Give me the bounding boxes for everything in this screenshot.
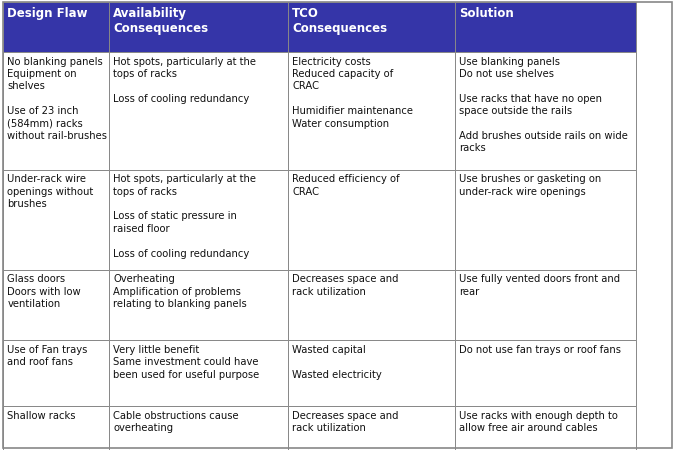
Bar	[3, 406, 109, 450]
Text: Use brushes or gasketing on
under-rack wire openings: Use brushes or gasketing on under-rack w…	[459, 174, 601, 197]
Text: Use fully vented doors front and
rear: Use fully vented doors front and rear	[459, 274, 620, 297]
Text: Cable obstructions cause
overheating: Cable obstructions cause overheating	[113, 411, 239, 433]
Bar	[288, 340, 455, 406]
Bar	[109, 406, 288, 450]
Bar	[109, 52, 288, 170]
Bar	[3, 270, 109, 340]
Text: Decreases space and
rack utilization: Decreases space and rack utilization	[292, 411, 399, 433]
Bar	[455, 340, 636, 406]
Bar	[455, 2, 636, 52]
Text: Under-rack wire
openings without
brushes: Under-rack wire openings without brushes	[7, 174, 94, 209]
Text: Availability
Consequences: Availability Consequences	[113, 7, 208, 35]
Text: Use of Fan trays
and roof fans: Use of Fan trays and roof fans	[7, 345, 88, 367]
Bar	[288, 52, 455, 170]
Text: Hot spots, particularly at the
tops of racks

Loss of static pressure in
raised : Hot spots, particularly at the tops of r…	[113, 174, 256, 259]
Bar	[109, 2, 288, 52]
Bar	[455, 406, 636, 450]
Text: Use blanking panels
Do not use shelves

Use racks that have no open
space outsid: Use blanking panels Do not use shelves U…	[459, 57, 628, 153]
Bar	[455, 52, 636, 170]
Text: Overheating
Amplification of problems
relating to blanking panels: Overheating Amplification of problems re…	[113, 274, 247, 309]
Text: Shallow racks: Shallow racks	[7, 411, 76, 421]
Text: No blanking panels
Equipment on
shelves

Use of 23 inch
(584mm) racks
without ra: No blanking panels Equipment on shelves …	[7, 57, 107, 141]
Bar	[455, 170, 636, 270]
Text: Use racks with enough depth to
allow free air around cables: Use racks with enough depth to allow fre…	[459, 411, 618, 433]
Text: Hot spots, particularly at the
tops of racks

Loss of cooling redundancy: Hot spots, particularly at the tops of r…	[113, 57, 256, 104]
Bar	[109, 170, 288, 270]
Bar	[109, 270, 288, 340]
Text: Do not use fan trays or roof fans: Do not use fan trays or roof fans	[459, 345, 621, 355]
Bar	[288, 270, 455, 340]
Bar	[288, 406, 455, 450]
Text: Wasted capital

Wasted electricity: Wasted capital Wasted electricity	[292, 345, 382, 380]
Text: Reduced efficiency of
CRAC: Reduced efficiency of CRAC	[292, 174, 400, 197]
Text: Glass doors
Doors with low
ventilation: Glass doors Doors with low ventilation	[7, 274, 81, 309]
Bar	[3, 340, 109, 406]
Bar	[3, 52, 109, 170]
Bar	[455, 270, 636, 340]
Bar	[109, 340, 288, 406]
Text: Design Flaw: Design Flaw	[7, 7, 88, 20]
Bar	[288, 2, 455, 52]
Text: Very little benefit
Same investment could have
been used for useful purpose: Very little benefit Same investment coul…	[113, 345, 259, 380]
Bar	[288, 170, 455, 270]
Bar	[3, 2, 109, 52]
Bar	[3, 170, 109, 270]
Text: Decreases space and
rack utilization: Decreases space and rack utilization	[292, 274, 399, 297]
Text: Solution: Solution	[459, 7, 514, 20]
Text: TCO
Consequences: TCO Consequences	[292, 7, 387, 35]
Text: Electricity costs
Reduced capacity of
CRAC

Humidifier maintenance
Water consump: Electricity costs Reduced capacity of CR…	[292, 57, 413, 129]
